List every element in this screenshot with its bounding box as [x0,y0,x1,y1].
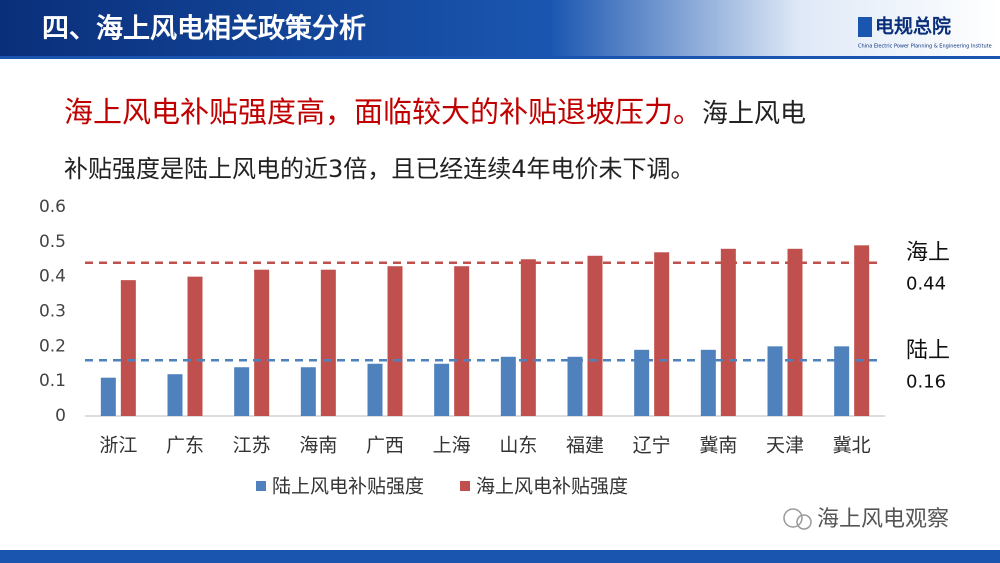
x-tick-label: 海南 [299,435,337,457]
bar [567,356,583,416]
y-tick-label: 0.4 [39,267,66,287]
bar [700,349,716,416]
bar [167,374,183,416]
headline-line1: 海上风电补贴强度高，面临较大的补贴退坡压力。海上风电 [64,95,806,129]
x-tick-label: 天津 [766,435,804,457]
headline-rest: 海上风电 [702,99,806,129]
wechat-icon [783,508,803,528]
reference-value: 0.16 [906,371,946,392]
bar [720,248,736,416]
legend-label: 海上风电补贴强度 [476,476,628,498]
bar [634,349,650,416]
logo-icon [858,17,872,37]
y-tick-label: 0.6 [39,197,66,217]
y-tick-label: 0.1 [39,371,66,391]
bar [854,245,870,416]
y-tick-label: 0.3 [39,302,66,322]
wechat-icon [796,514,812,530]
watermark: 海上风电观察 [817,507,949,532]
x-tick-label: 浙江 [99,435,137,457]
headline-emphasis: 海上风电补贴强度高，面临较大的补贴退坡压力。 [64,95,702,129]
legend-label: 陆上风电补贴强度 [272,476,424,498]
bar [654,252,670,416]
x-tick-label: 广西 [366,435,404,457]
bar [520,259,536,416]
x-tick-label: 上海 [433,435,471,457]
bar [587,255,603,416]
x-tick-label: 冀南 [699,435,737,457]
footer-bar [0,550,1000,563]
bar [320,269,336,416]
x-tick-label: 广东 [166,435,204,457]
y-tick-label: 0.5 [39,232,66,252]
reference-label: 海上 [906,241,950,266]
x-tick-label: 福建 [566,435,604,457]
x-tick-label: 冀北 [833,435,871,457]
bar [454,266,470,416]
headline-line2: 补贴强度是陆上风电的近3倍，且已经连续4年电价未下调。 [64,155,695,183]
bar [500,356,516,416]
bar [787,248,803,416]
header-rule [0,56,1000,59]
reference-value: 0.44 [906,274,946,295]
bar [300,367,316,416]
x-tick-label: 山东 [499,435,537,457]
legend-swatch [460,481,471,491]
plot: 0 0.1 0.2 0.3 0.4 0.5 0.6 浙江 广东 江苏 海南 广西 上海 山东 福建 辽宁 冀南 天… [39,197,950,498]
logo: 电规总院 [875,15,951,38]
header-bar [0,0,1000,56]
logo-subtitle: China Electric Power Planning & Engineer… [858,44,992,50]
bar [100,377,116,416]
bar [387,266,403,416]
reference-label: 陆上 [906,338,950,363]
bar [434,363,450,416]
bar [767,346,783,416]
header-title: 四、海上风电相关政策分析 [42,13,366,45]
legend-swatch [256,481,266,491]
x-tick-label: 辽宁 [633,435,671,457]
x-tick-label: 江苏 [233,435,271,457]
bar [234,367,250,416]
bar [834,346,850,416]
bar [367,363,383,416]
bar [120,280,136,416]
bar [254,269,270,416]
y-tick-label: 0.2 [39,336,66,356]
bar [187,276,203,416]
y-tick-label: 0 [55,406,66,426]
